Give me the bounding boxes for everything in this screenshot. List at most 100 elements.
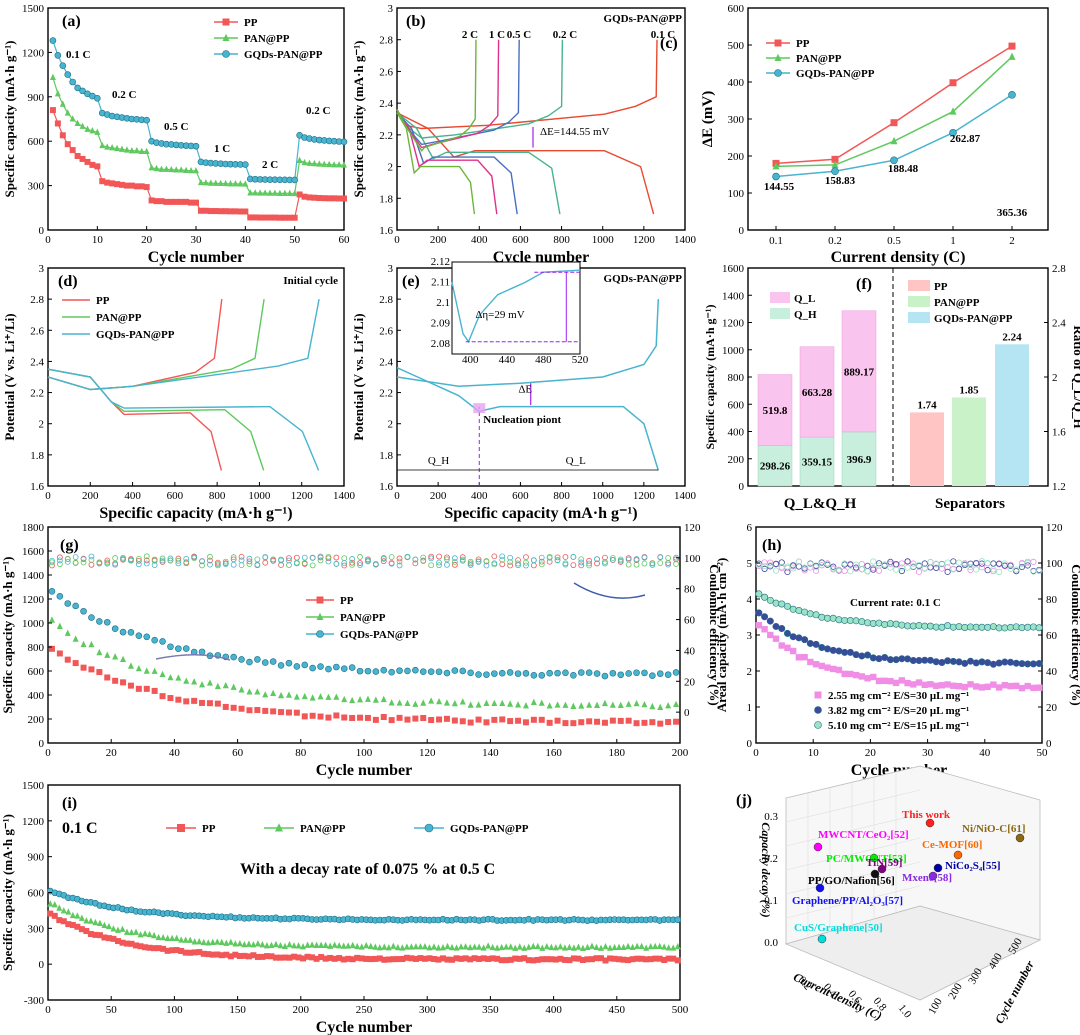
efficiency-point (230, 554, 237, 561)
efficiency-point (778, 565, 785, 572)
data-point-1 (503, 943, 510, 950)
data-point-2 (198, 648, 206, 656)
efficiency-point (451, 555, 458, 562)
data-point-PP (153, 198, 160, 205)
efficiency-point (594, 560, 600, 567)
data-point-0 (483, 719, 490, 726)
y-tick-label: 5 (747, 558, 753, 570)
point-label: Ce-MOF[60] (922, 839, 982, 851)
discharge-curve (396, 112, 518, 215)
efficiency-point (207, 553, 213, 560)
efficiency-point (990, 566, 997, 573)
efficiency-point (921, 564, 928, 572)
data-point-1 (665, 944, 672, 951)
data-point-1 (133, 928, 140, 935)
data-point-1 (160, 933, 167, 941)
efficiency-point (175, 557, 182, 564)
efficiency-point (88, 561, 95, 568)
data-point-0 (318, 954, 325, 961)
efficiency-point (396, 558, 403, 565)
data-point-0 (515, 717, 522, 724)
legend-marker (316, 612, 324, 620)
data-point-1 (801, 636, 809, 644)
efficiency-point (372, 561, 379, 568)
data-point-PP (64, 141, 71, 148)
data-point-1 (412, 943, 419, 950)
data-point-0 (807, 658, 814, 666)
y-tick-label: 2.8 (379, 35, 393, 47)
efficiency-point (830, 563, 837, 570)
efficiency-point (955, 565, 963, 572)
data-point-0 (554, 717, 561, 724)
data-point-PP (252, 214, 259, 221)
efficiency-point (333, 554, 340, 561)
data-point-0 (932, 682, 940, 690)
data-point-2 (48, 587, 56, 595)
efficiency-point (858, 566, 865, 573)
data-point-1 (467, 701, 474, 708)
data-point-0 (205, 951, 212, 958)
data-point-0 (417, 955, 424, 962)
data-point-2 (875, 619, 883, 627)
data-point-1 (629, 943, 636, 951)
data-point-PAN@PP (336, 161, 343, 168)
data-point-PAN@PP (316, 160, 323, 167)
data-point-0 (443, 715, 450, 722)
x-axis-title: Specific capacity (mA·h g⁻¹) (444, 505, 637, 522)
data-point-2 (285, 659, 293, 667)
data-point-0 (304, 953, 311, 960)
legend-label: PP (934, 281, 948, 293)
y-tick-label: 3 (388, 3, 394, 15)
efficiency-point (812, 567, 820, 574)
inset-x-tick: 520 (572, 354, 589, 366)
data-point-1 (376, 944, 383, 951)
data-point-PP (178, 198, 185, 205)
x-tick-label: 450 (609, 1004, 626, 1016)
data-point-1 (525, 943, 532, 950)
data-point-2 (301, 661, 309, 669)
data-point-1 (978, 658, 986, 666)
efficiency-point (64, 558, 71, 565)
data-point-1 (214, 938, 221, 945)
data-point-0 (277, 954, 284, 961)
data-point-2 (64, 600, 72, 607)
data-point-0 (110, 935, 117, 942)
data-point-1 (430, 943, 437, 950)
data-point-PAN@PP (232, 180, 239, 187)
data-point-0 (778, 642, 785, 649)
data-point-0 (236, 953, 243, 960)
data-point-1 (309, 941, 316, 948)
inset-y-tick: 2.12 (431, 256, 450, 268)
nucleation-label: Nucleation piont (483, 414, 561, 426)
data-point-1 (69, 911, 76, 919)
x-tick-label: 100 (166, 1004, 183, 1016)
inset-annotation: Δη=29 mV (475, 309, 524, 321)
data-point-0 (881, 677, 888, 685)
efficiency-point (784, 563, 791, 570)
y-tick-label: 0 (39, 738, 45, 750)
efficiency-point (1024, 562, 1031, 569)
data-point-0 (673, 718, 680, 725)
efficiency-point (984, 559, 991, 567)
data-point-1 (381, 943, 388, 950)
data-point-PP (291, 214, 298, 221)
data-point-2 (522, 670, 530, 677)
data-point-0 (227, 953, 234, 960)
data-point-PP (276, 214, 283, 221)
rate-label: 0.2 C (553, 29, 578, 41)
efficiency-point (444, 554, 450, 561)
efficiency-point (633, 556, 640, 562)
data-point-1 (1035, 660, 1043, 668)
data-point-1 (475, 701, 482, 708)
rate-label: 0.1 C (651, 29, 676, 41)
data-point-1 (205, 939, 212, 946)
efficiency-point (864, 568, 871, 575)
data-point-1 (440, 944, 446, 951)
panel-j: (j) This work Ni/NiO-C[61] MWCNT/CeO₂[52] Ce… (736, 765, 1042, 1026)
data-point-2 (926, 622, 934, 630)
y2-tick-label: 100 (684, 553, 701, 565)
data-point-0 (96, 932, 103, 939)
data-point-2 (593, 670, 601, 677)
panel-label: (c) (660, 35, 678, 52)
